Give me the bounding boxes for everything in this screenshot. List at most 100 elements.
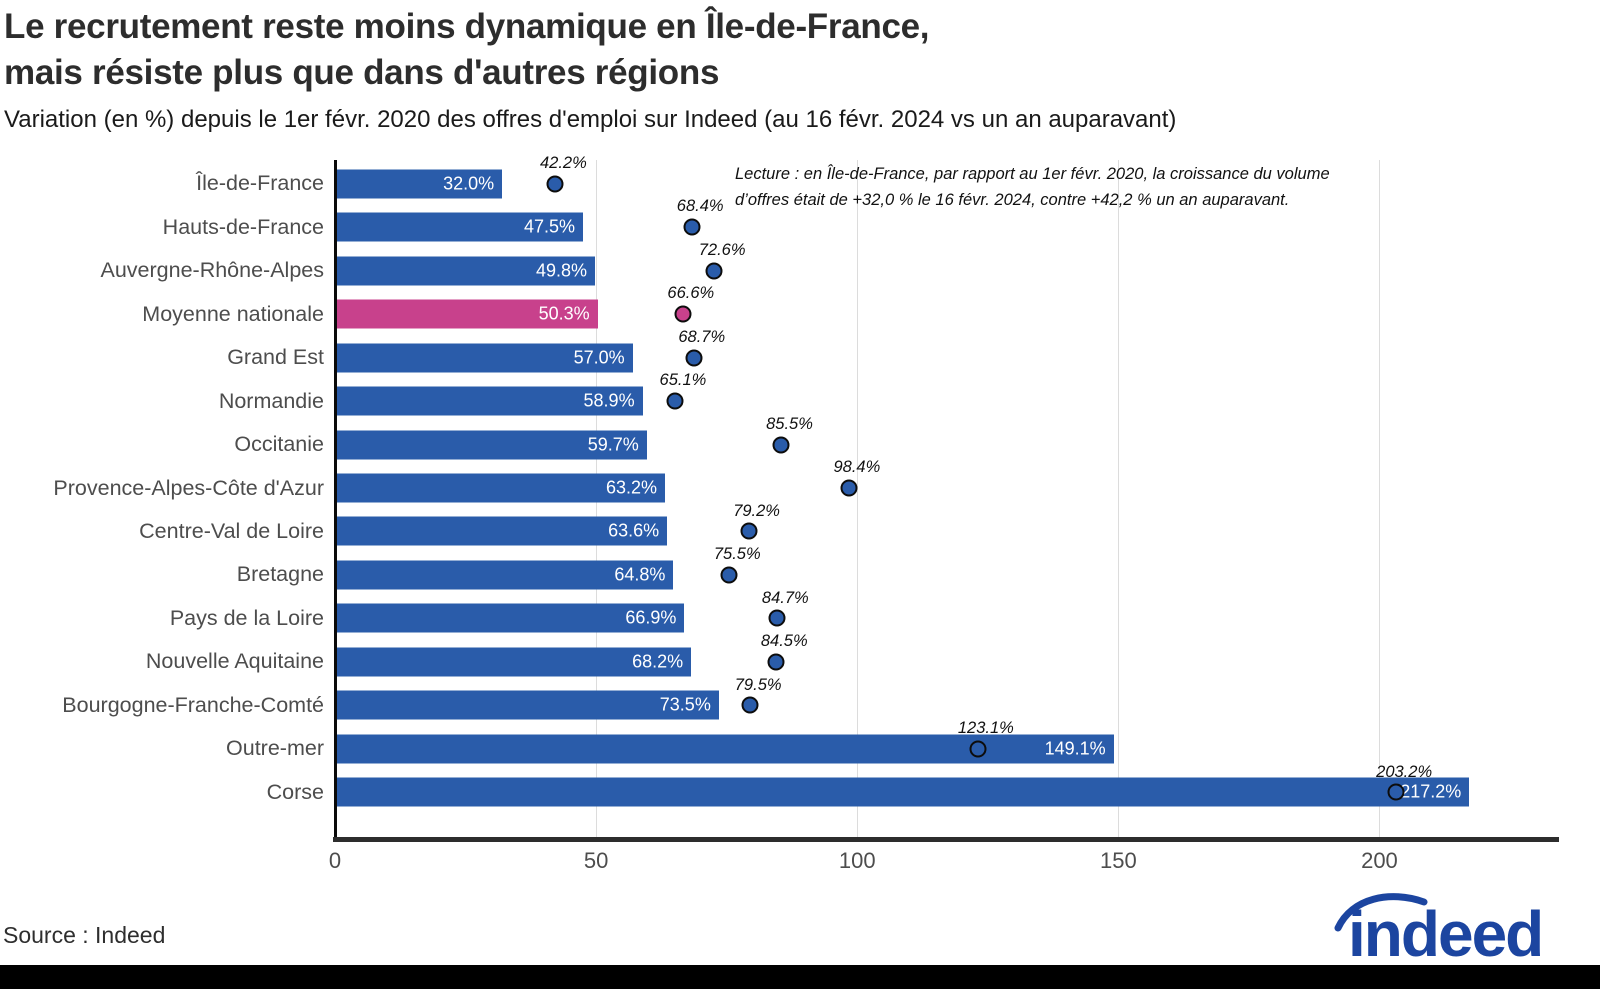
prior-year-value-label: 203.2% (1376, 762, 1433, 781)
value-bar: 66.9% (335, 603, 685, 633)
chart-row: Centre-Val de Loire 63.6% 79.2% (0, 502, 1600, 553)
prior-year-value-label: 75.5% (713, 545, 761, 564)
chart-subtitle: Variation (en %) depuis le 1er févr. 202… (4, 106, 1177, 133)
region-label: Outre-mer (226, 736, 324, 761)
value-bar: 59.7% (335, 430, 647, 460)
bar-value-label: 58.9% (583, 390, 635, 411)
region-label: Corse (266, 779, 324, 804)
bar-area: 58.9% 65.1% (335, 371, 1557, 422)
chart-rows: Île-de-France 32.0% 42.2% Hauts-de-France 47… (0, 154, 1600, 814)
prior-year-dot (685, 349, 703, 367)
prior-year-value-label: 68.4% (676, 197, 724, 216)
bar-chart: Île-de-France 32.0% 42.2% Hauts-de-France 47… (0, 154, 1600, 843)
bar-area: 63.6% 79.2% (335, 502, 1557, 553)
region-label: Bourgogne-Franche-Comté (62, 692, 324, 717)
x-axis-ticks: 0 50 100 150 200 (0, 848, 1600, 878)
prior-year-value-label: 84.7% (761, 588, 809, 607)
value-bar: 32.0% (335, 169, 503, 199)
prior-year-dot (720, 566, 738, 584)
region-label: Provence-Alpes-Côte d'Azur (53, 475, 324, 500)
region-label: Auvergne-Rhône-Alpes (100, 258, 325, 283)
prior-year-dot (772, 436, 790, 454)
bar-value-label: 149.1% (1044, 738, 1106, 759)
indeed-logo-icon: indeed (1334, 893, 1544, 970)
prior-year-value-label: 84.5% (760, 632, 808, 651)
bar-value-label: 59.7% (587, 434, 639, 455)
value-bar: 217.2% (335, 777, 1470, 807)
bar-value-label: 57.0% (573, 347, 625, 368)
reading-note-line1: Lecture : en Île-de-France, par rapport … (735, 165, 1330, 183)
prior-year-value-label: 98.4% (833, 458, 881, 477)
reading-note: Lecture : en Île-de-France, par rapport … (735, 161, 1355, 213)
gridline (1118, 160, 1120, 838)
x-tick-label: 150 (1099, 848, 1137, 873)
prior-year-dot (546, 175, 564, 193)
bar-area: 73.5% 79.5% (335, 676, 1557, 727)
region-label: Hauts-de-France (162, 214, 324, 239)
chart-row: Auvergne-Rhône-Alpes 49.8% 72.6% (0, 241, 1600, 292)
region-label: Île-de-France (196, 171, 324, 196)
chart-row: Grand Est 57.0% 68.7% (0, 328, 1600, 379)
region-label: Occitanie (234, 432, 324, 457)
value-bar: 63.6% (335, 516, 668, 546)
prior-year-dot (768, 609, 786, 627)
bar-value-label: 63.2% (605, 477, 658, 498)
x-axis-spine (333, 837, 1559, 842)
prior-year-value-label: 79.2% (733, 501, 780, 520)
bar-value-label: 66.9% (625, 607, 677, 628)
bar-area: 68.2% 84.5% (335, 632, 1557, 683)
svg-text:indeed: indeed (1348, 898, 1542, 964)
gridline (857, 160, 859, 838)
chart-title: Le recrutement reste moins dynamique en … (4, 4, 930, 96)
region-label: Bretagne (236, 562, 324, 587)
prior-year-value-label: 85.5% (766, 414, 813, 433)
bar-area: 59.7% 85.5% (335, 415, 1557, 466)
prior-year-dot (1387, 783, 1405, 801)
bar-value-label: 64.8% (614, 564, 666, 585)
bar-value-label: 50.3% (538, 303, 590, 324)
prior-year-dot (740, 522, 758, 540)
prior-year-dot (969, 740, 987, 758)
bar-value-label: 47.5% (524, 216, 576, 237)
bar-area: 64.8% 75.5% (335, 545, 1557, 596)
chart-row: Île-de-France 32.0% 42.2% (0, 154, 1600, 205)
chart-row: Nouvelle Aquitaine 68.2% 84.5% (0, 632, 1600, 683)
value-bar: 149.1% (335, 734, 1114, 764)
prior-year-dot (741, 696, 759, 714)
x-tick-label: 200 (1361, 848, 1398, 873)
chart-title-line1: Le recrutement reste moins dynamique en … (4, 7, 930, 46)
prior-year-dot (674, 305, 692, 323)
y-axis-spine (334, 160, 337, 838)
bar-area: 63.2% 98.4% (335, 458, 1557, 509)
value-bar: 68.2% (335, 647, 692, 677)
chart-title-line2: mais résiste plus que dans d'autres régi… (4, 53, 720, 92)
bar-value-label: 68.2% (632, 651, 684, 672)
footer-strip (0, 965, 1600, 989)
bar-area: 47.5% 68.4% (335, 197, 1557, 248)
indeed-logo: indeed (1332, 882, 1550, 970)
value-bar: 50.3% (335, 299, 598, 329)
bar-area: 217.2% 203.2% (335, 763, 1557, 814)
chart-row: Outre-mer 149.1% 123.1% (0, 719, 1600, 770)
prior-year-value-label: 42.2% (539, 154, 587, 172)
region-label: Moyenne nationale (142, 301, 324, 326)
region-label: Nouvelle Aquitaine (145, 649, 324, 674)
value-bar: 58.9% (335, 386, 643, 416)
x-tick-label: 0 (328, 848, 342, 873)
bar-area: 32.0% 42.2% (335, 154, 1557, 205)
reading-note-line2: d’offres était de +32,0 % le 16 févr. 20… (735, 191, 1290, 209)
bar-value-label: 49.8% (536, 260, 588, 281)
prior-year-value-label: 66.6% (667, 284, 715, 303)
prior-year-dot (683, 218, 701, 236)
bar-value-label: 63.6% (608, 520, 660, 541)
chart-row: Normandie 58.9% 65.1% (0, 371, 1600, 422)
bar-area: 49.8% 72.6% (335, 241, 1557, 292)
bar-area: 66.9% 84.7% (335, 589, 1557, 640)
x-tick-label: 50 (583, 848, 609, 873)
prior-year-value-label: 68.7% (678, 327, 726, 346)
bar-area: 50.3% 66.6% (335, 284, 1557, 335)
chart-row: Provence-Alpes-Côte d'Azur 63.2% 98.4% (0, 458, 1600, 509)
prior-year-dot (666, 392, 684, 410)
region-label: Pays de la Loire (169, 605, 324, 630)
